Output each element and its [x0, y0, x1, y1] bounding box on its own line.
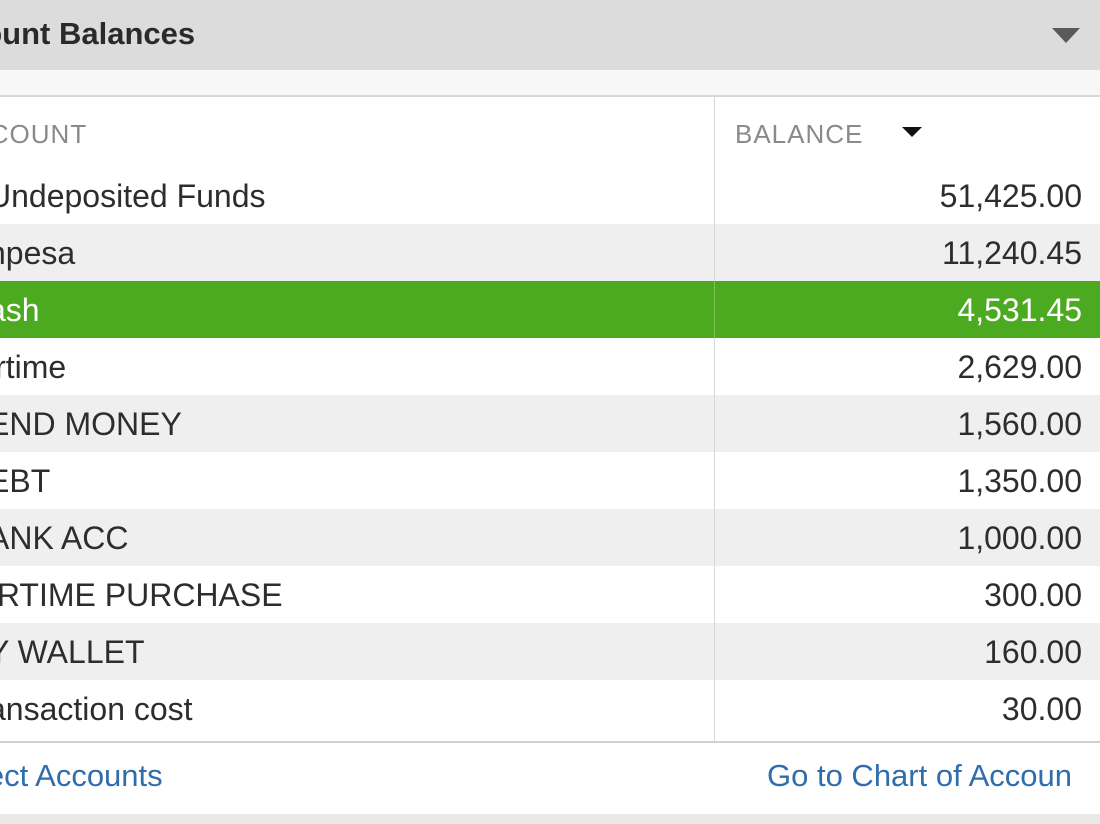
- title-spacer: [0, 70, 1100, 95]
- account-balance: 160.00: [984, 634, 1082, 670]
- account-balance: 1,000.00: [957, 520, 1082, 556]
- cell-divider: [714, 452, 715, 509]
- account-balance: 30.00: [1001, 691, 1082, 727]
- sort-descending-icon[interactable]: [902, 127, 922, 137]
- table-row[interactable]: IRTIME PURCHASE 300.00: [0, 566, 1100, 623]
- cell-divider: [714, 509, 715, 566]
- cell-divider: [714, 224, 715, 281]
- balance-column-header[interactable]: BALANCE: [735, 119, 864, 149]
- account-name: irtime: [0, 349, 67, 385]
- account-name: npesa: [0, 235, 76, 271]
- widget-menu-caret-icon[interactable]: [1052, 28, 1080, 43]
- table-row[interactable]: irtime 2,629.00: [0, 338, 1100, 395]
- cell-divider: [714, 566, 715, 623]
- account-name: END MONEY: [0, 406, 182, 442]
- account-balance: 1,350.00: [957, 463, 1082, 499]
- account-name: Undeposited Funds: [0, 178, 266, 214]
- account-name: ansaction cost: [0, 691, 193, 727]
- table-header-row: CCOUNT BALANCE: [0, 97, 1100, 167]
- table-row[interactable]: EBT 1,350.00: [0, 452, 1100, 509]
- select-accounts-link[interactable]: lect Accounts: [0, 758, 163, 793]
- cell-divider: [714, 623, 715, 680]
- table-row[interactable]: Undeposited Funds 51,425.00: [0, 167, 1100, 224]
- account-balance: 51,425.00: [939, 178, 1082, 214]
- widget-title: count Balances: [0, 16, 196, 51]
- account-balance: 2,629.00: [957, 349, 1082, 385]
- account-name: EBT: [0, 463, 51, 499]
- table-row-selected[interactable]: ash 4,531.45: [0, 281, 1100, 338]
- account-name: IRTIME PURCHASE: [0, 577, 283, 613]
- table-row[interactable]: ANK ACC 1,000.00: [0, 509, 1100, 566]
- cell-divider: [714, 395, 715, 452]
- account-balance: 11,240.45: [942, 235, 1082, 271]
- table-row[interactable]: npesa 11,240.45: [0, 224, 1100, 281]
- chart-of-accounts-link[interactable]: Go to Chart of Accoun: [767, 758, 1073, 793]
- account-name: ash: [0, 292, 40, 328]
- bottom-strip: [0, 814, 1100, 824]
- table-row[interactable]: END MONEY 1,560.00: [0, 395, 1100, 452]
- cell-divider: [714, 338, 715, 395]
- account-balance: 4,531.45: [957, 292, 1082, 328]
- balances-table: CCOUNT BALANCE Undeposited Funds 51,425.…: [0, 95, 1100, 743]
- cell-divider: [714, 281, 715, 338]
- widget-title-bar: count Balances: [0, 0, 1100, 70]
- account-balance: 1,560.00: [957, 406, 1082, 442]
- account-name: ANK ACC: [0, 520, 129, 556]
- table-row[interactable]: ansaction cost 30.00: [0, 680, 1100, 737]
- cell-divider: [714, 167, 715, 224]
- cell-divider: [714, 680, 715, 737]
- account-balance: 300.00: [984, 577, 1082, 613]
- account-column-header[interactable]: CCOUNT: [0, 119, 88, 149]
- table-row[interactable]: Y WALLET 160.00: [0, 623, 1100, 680]
- table-body: Undeposited Funds 51,425.00 npesa 11,240…: [0, 167, 1100, 737]
- widget-footer: lect Accounts Go to Chart of Accoun: [0, 741, 1100, 824]
- account-name: Y WALLET: [0, 634, 145, 670]
